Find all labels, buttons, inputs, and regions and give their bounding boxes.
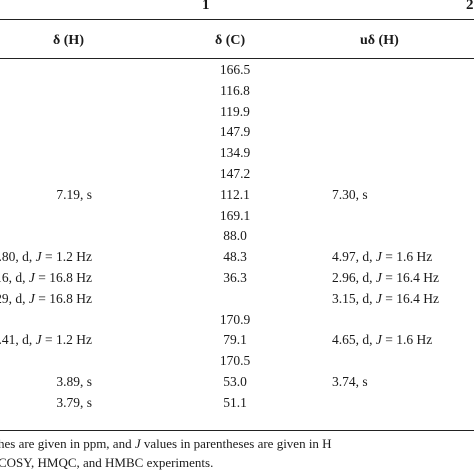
cell-h2: 2.96, d, J = 16.4 Hz	[332, 270, 439, 285]
compound-1-header: 1	[202, 0, 210, 13]
cell-h2: 4.65, d, J = 1.6 Hz	[332, 332, 433, 348]
cell-h2: 3.74, s	[332, 374, 368, 389]
footnote-line-1: hes are given in ppm, and J values in pa…	[0, 436, 332, 451]
header-rule-top	[0, 19, 474, 20]
header-rule-bottom	[0, 58, 474, 59]
cell-c1: 116.8	[220, 82, 250, 98]
cell-c1: 134.9	[219, 145, 251, 161]
cell-c1: 147.9	[219, 124, 251, 140]
cell-h2: 7.30, s	[332, 186, 368, 202]
cell-h2: 4.97, d, J = 1.6 Hz	[332, 249, 433, 265]
cell-h1: 3.89, s	[56, 374, 92, 389]
table-rule-bottom	[0, 430, 474, 431]
col-header-h1: δ (H)	[53, 33, 84, 48]
cell-c1: 169.1	[219, 207, 251, 223]
cell-c1: 79.1	[223, 332, 247, 348]
cell-h1: 3.16, d, J = 16.8 Hz	[0, 270, 92, 285]
cell-c1: 51.1	[223, 394, 247, 410]
col-header-c1: δ (C)	[215, 33, 246, 48]
cell-h1: 5.41, d, J = 1.2 Hz	[0, 332, 92, 348]
compound-2-header: 2	[466, 0, 474, 13]
cell-h1: 3.79, s	[56, 394, 92, 410]
cell-c1: 112.1	[220, 186, 250, 202]
col-header-h2: uδ (H)	[360, 33, 399, 48]
cell-h2: 3.15, d, J = 16.4 Hz	[332, 290, 439, 306]
cell-c1: 170.9	[219, 311, 251, 327]
cell-c1: 36.3	[223, 270, 247, 285]
footnote-line-2: COSY, HMQC, and HMBC experiments.	[0, 455, 214, 470]
cell-c1: 48.3	[223, 249, 247, 265]
cell-c1: 88.0	[223, 228, 247, 244]
cell-c1: 170.5	[219, 353, 251, 369]
cell-c1: 119.9	[220, 103, 250, 119]
cell-c1: 53.0	[223, 374, 247, 389]
cell-h1: 3.29, d, J = 16.8 Hz	[0, 290, 92, 306]
cell-c1: 166.5	[219, 62, 251, 77]
cell-h1: 7.19, s	[56, 186, 92, 202]
cell-h1: 4.80, d, J = 1.2 Hz	[0, 249, 92, 265]
cell-c1: 147.2	[219, 166, 251, 181]
